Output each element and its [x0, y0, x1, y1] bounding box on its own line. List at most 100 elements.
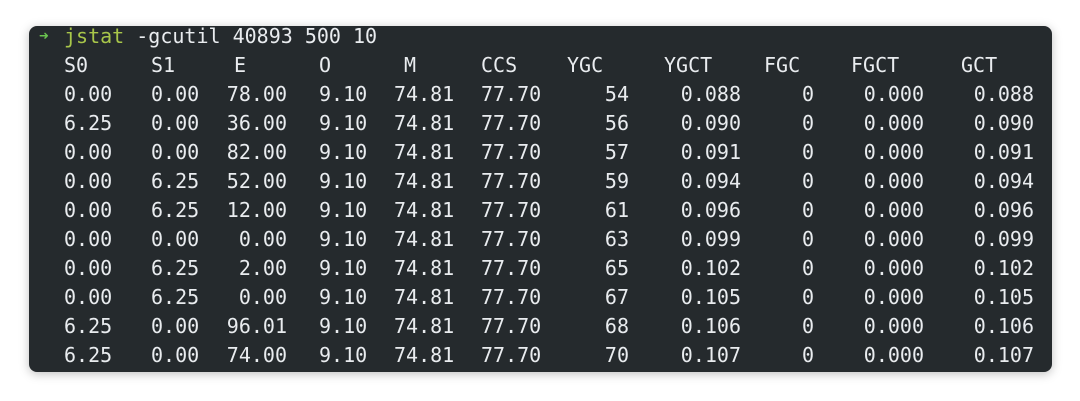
table-row: 6.25 0.00 74.00 9.10 74.81 77.70 70 0.107 0 0.000… [29, 345, 1052, 372]
table-cell: 9.10 [319, 256, 368, 280]
table-cell: 0.000 [863, 314, 924, 338]
table-cell: 77.70 [481, 314, 542, 338]
column-header: CCS [481, 53, 518, 77]
table-cell: 0 [801, 256, 814, 280]
table-row: 6.25 0.00 96.01 9.10 74.81 77.70 68 0.106 0 0.000… [29, 316, 1052, 345]
table-cell: 0.000 [863, 140, 924, 164]
table-cell: 52.00 [226, 169, 287, 193]
table-cell: 74.81 [394, 82, 455, 106]
table-cell: 67 [604, 285, 629, 309]
table-cell: 63 [604, 227, 629, 251]
table-cell: 74.81 [394, 285, 455, 309]
table-cell: 9.10 [319, 227, 368, 251]
table-cell: 0.105 [973, 285, 1034, 309]
table-cell: 0.099 [680, 227, 741, 251]
table-cell: 9.10 [319, 82, 368, 106]
table-cell: 54 [604, 82, 629, 106]
table-cell: 77.70 [481, 82, 542, 106]
table-cell: 0.099 [973, 227, 1034, 251]
table-cell: 0 [801, 227, 814, 251]
column-header: S1 [151, 53, 176, 77]
column-header: YGCT [664, 53, 713, 77]
table-cell: 0.000 [863, 111, 924, 135]
column-header: O [319, 53, 332, 77]
table-cell: 9.10 [319, 314, 368, 338]
table-cell: 0.00 [151, 343, 200, 367]
table-cell: 0.00 [64, 198, 113, 222]
table-cell: 0.106 [973, 314, 1034, 338]
table-cell: 0 [801, 82, 814, 106]
table-cell: 6.25 [64, 314, 113, 338]
table-header: S0 S1 E O M CCS YGC YGCT FGC FGCT GCT [29, 55, 1052, 84]
table-cell: 0 [801, 343, 814, 367]
table-cell: 0.00 [151, 111, 200, 135]
table-cell: 6.25 [64, 111, 113, 135]
table-cell: 74.81 [394, 111, 455, 135]
table-cell: 0.00 [151, 314, 200, 338]
table-cell: 0.088 [973, 82, 1034, 106]
table-cell: 0.00 [64, 140, 113, 164]
table-cell: 9.10 [319, 198, 368, 222]
table-cell: 77.70 [481, 198, 542, 222]
table-cell: 0.00 [151, 227, 200, 251]
table-cell: 0.102 [680, 256, 741, 280]
table-cell: 96.01 [226, 314, 287, 338]
table-cell: 78.00 [226, 82, 287, 106]
command-args: -gcutil 40893 500 10 [124, 26, 378, 48]
table-cell: 0.094 [680, 169, 741, 193]
table-cell: 0.105 [680, 285, 741, 309]
column-header: M [404, 53, 417, 77]
table-row: 6.25 0.00 36.00 9.10 74.81 77.70 56 0.090 0 0.000… [29, 113, 1052, 142]
column-header: S0 [64, 53, 89, 77]
terminal-window[interactable]: ➜ jstat -gcutil 40893 500 10 S0 S1 E O M CCS Y… [29, 26, 1052, 372]
table-cell: 0.00 [64, 256, 113, 280]
table-cell: 61 [604, 198, 629, 222]
table-row: 0.00 6.25 52.00 9.10 74.81 77.70 59 0.094 0 0.000… [29, 171, 1052, 200]
table-row: 0.00 6.25 2.00 9.10 74.81 77.70 65 0.102 0 0.000 0… [29, 258, 1052, 287]
table-cell: 0.102 [973, 256, 1034, 280]
table-row: 0.00 6.25 12.00 9.10 74.81 77.70 61 0.096 0 0.000… [29, 200, 1052, 229]
table-row: 0.00 0.00 0.00 9.10 74.81 77.70 63 0.099 0 0.000 0… [29, 229, 1052, 258]
table-cell: 82.00 [226, 140, 287, 164]
table-cell: 6.25 [151, 198, 200, 222]
table-cell: 9.10 [319, 285, 368, 309]
table-cell: 65 [604, 256, 629, 280]
table-cell: 0 [801, 111, 814, 135]
table-cell: 6.25 [151, 285, 200, 309]
table-cell: 74.81 [394, 227, 455, 251]
table-cell: 0.00 [151, 140, 200, 164]
table-cell: 0.000 [863, 343, 924, 367]
table-cell: 9.10 [319, 111, 368, 135]
table-cell: 0.000 [863, 198, 924, 222]
table-cell: 0 [801, 314, 814, 338]
table-cell: 0.107 [973, 343, 1034, 367]
table-cell: 57 [604, 140, 629, 164]
table-cell: 0.090 [973, 111, 1034, 135]
table-cell: 0.091 [973, 140, 1034, 164]
table-cell: 77.70 [481, 256, 542, 280]
table-cell: 68 [604, 314, 629, 338]
table-cell: 0.00 [64, 169, 113, 193]
command-name: jstat [64, 26, 125, 48]
table-cell: 0.00 [238, 227, 287, 251]
table-cell: 0.00 [64, 285, 113, 309]
table-row: 0.00 6.25 0.00 9.10 74.81 77.70 67 0.105 0 0.000 0… [29, 287, 1052, 316]
table-cell: 74.81 [394, 314, 455, 338]
prompt-arrow-icon: ➜ [39, 26, 49, 45]
table-cell: 74.00 [226, 343, 287, 367]
table-cell: 0.00 [238, 285, 287, 309]
table-cell: 0.090 [680, 111, 741, 135]
table-cell: 0.094 [973, 169, 1034, 193]
table-cell: 6.25 [64, 343, 113, 367]
table-cell: 6.25 [151, 169, 200, 193]
table-row: 0.00 0.00 82.00 9.10 74.81 77.70 57 0.091 0 0.000… [29, 142, 1052, 171]
table-cell: 56 [604, 111, 629, 135]
table-cell: 0.000 [863, 256, 924, 280]
table-cell: 2.00 [238, 256, 287, 280]
column-header: FGCT [851, 53, 900, 77]
command-text: jstat -gcutil 40893 500 10 [64, 26, 377, 46]
table-cell: 9.10 [319, 169, 368, 193]
table-cell: 0.096 [973, 198, 1034, 222]
table-cell: 77.70 [481, 111, 542, 135]
table-cell: 12.00 [226, 198, 287, 222]
